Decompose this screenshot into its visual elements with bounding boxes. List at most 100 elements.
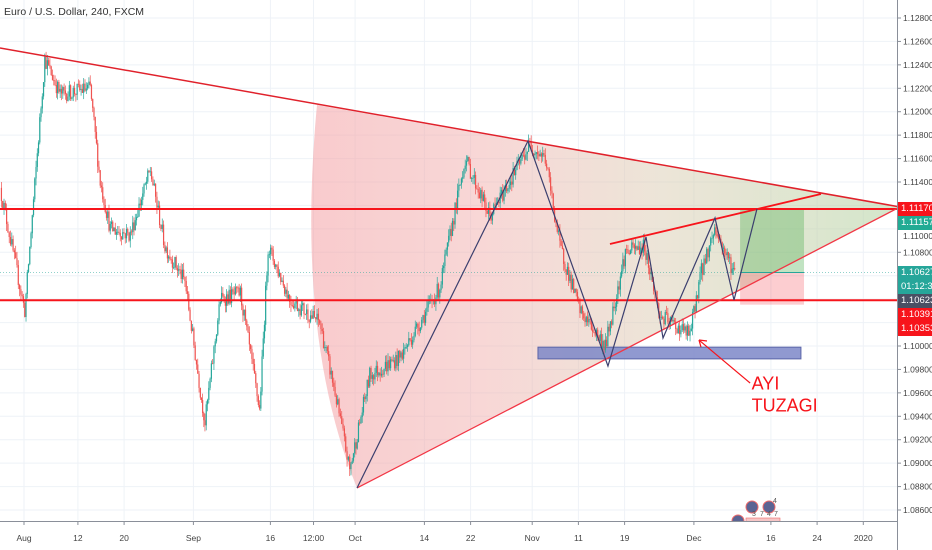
candle-body: [132, 222, 134, 233]
candle-body: [246, 320, 248, 327]
candle-body: [185, 281, 187, 292]
candle-body: [123, 232, 125, 234]
candle-body: [484, 194, 486, 203]
candle-body: [495, 202, 497, 205]
candle-body: [307, 309, 309, 321]
candle-body: [637, 246, 639, 250]
candle-body: [640, 247, 642, 254]
candle-body: [143, 184, 145, 194]
candle-body: [166, 247, 169, 259]
candle-body: [729, 257, 731, 259]
candle-body: [676, 328, 678, 334]
event-count: 7: [760, 511, 764, 518]
candle-body: [77, 83, 80, 85]
candle-body: [337, 399, 339, 405]
candle-body: [342, 424, 344, 429]
candle-body: [593, 331, 595, 333]
candle-body: [308, 320, 310, 322]
candle-body: [478, 192, 481, 199]
candle-body: [213, 346, 215, 364]
candle-body: [369, 367, 371, 387]
candle-body: [251, 349, 253, 359]
candle-body: [724, 247, 726, 254]
time-tick-label: 24: [812, 533, 822, 543]
candle-body: [538, 154, 540, 157]
candle-body: [725, 253, 727, 256]
candle-body: [506, 185, 508, 192]
candle-body: [482, 194, 484, 201]
candle-body: [550, 177, 552, 191]
candle-body: [221, 292, 223, 303]
candle-body: [565, 269, 567, 275]
candle-body: [611, 321, 613, 325]
long-position-target-zone: [740, 208, 805, 273]
candle-body: [88, 81, 90, 85]
candle-body: [399, 350, 401, 358]
candle-body: [604, 339, 606, 351]
candle-body: [252, 358, 254, 364]
candle-body: [424, 311, 427, 323]
candle-body: [267, 254, 269, 276]
candle-body: [685, 326, 687, 336]
candle-body: [306, 309, 308, 315]
candle-body: [188, 293, 190, 310]
economic-event-icon: [762, 500, 776, 514]
candle-body: [92, 98, 94, 108]
candle-body: [354, 442, 356, 454]
candle-body: [513, 168, 515, 176]
candle-body: [391, 359, 393, 361]
candle-body: [623, 259, 625, 267]
candle-body: [647, 253, 650, 268]
candle-body: [200, 397, 203, 400]
candle-body: [563, 248, 565, 264]
candle-body: [229, 289, 231, 303]
price-tick-label: 1.11800: [903, 130, 932, 140]
candle-body: [498, 202, 500, 204]
candle-body: [616, 298, 618, 307]
candle-body: [15, 252, 17, 259]
price-tick-label: 1.09600: [903, 388, 932, 398]
candle-body: [406, 345, 409, 348]
candle-body: [489, 207, 491, 217]
candle-body: [0, 187, 3, 201]
candle-body: [607, 326, 609, 347]
candle-body: [559, 230, 561, 241]
candle-body: [6, 209, 8, 225]
candle-body: [349, 456, 351, 470]
candle-body: [130, 231, 133, 233]
candle-body: [109, 223, 111, 231]
candle-body: [97, 143, 99, 167]
candle-body: [357, 422, 360, 443]
candle-body: [151, 171, 153, 180]
candle-body: [261, 356, 263, 392]
candle-body: [62, 87, 64, 94]
candle-body: [621, 270, 623, 277]
candle-body: [693, 306, 695, 313]
candle-body: [20, 289, 22, 295]
candle-body: [456, 190, 459, 209]
candle-body: [698, 282, 700, 299]
candle-body: [140, 199, 143, 206]
candle-body: [471, 178, 473, 179]
candle-body: [711, 238, 713, 240]
candle-body: [40, 108, 42, 118]
candle-body: [179, 269, 181, 271]
candle-body: [675, 321, 677, 329]
candle-body: [118, 231, 120, 233]
candle-body: [231, 289, 233, 303]
candle-body: [543, 153, 545, 155]
candle-body: [103, 199, 105, 206]
candle-body: [4, 202, 6, 210]
candle-body: [632, 242, 634, 245]
support-zone-rectangle: [537, 346, 802, 360]
candle-body: [149, 171, 151, 173]
candle-body: [525, 153, 527, 160]
candle-body: [649, 267, 651, 275]
candle-body: [585, 316, 587, 323]
candle-body: [421, 319, 423, 328]
candle-body: [115, 232, 118, 235]
candle-body: [503, 191, 505, 201]
candle-body: [507, 188, 509, 192]
candle-body: [540, 153, 543, 157]
